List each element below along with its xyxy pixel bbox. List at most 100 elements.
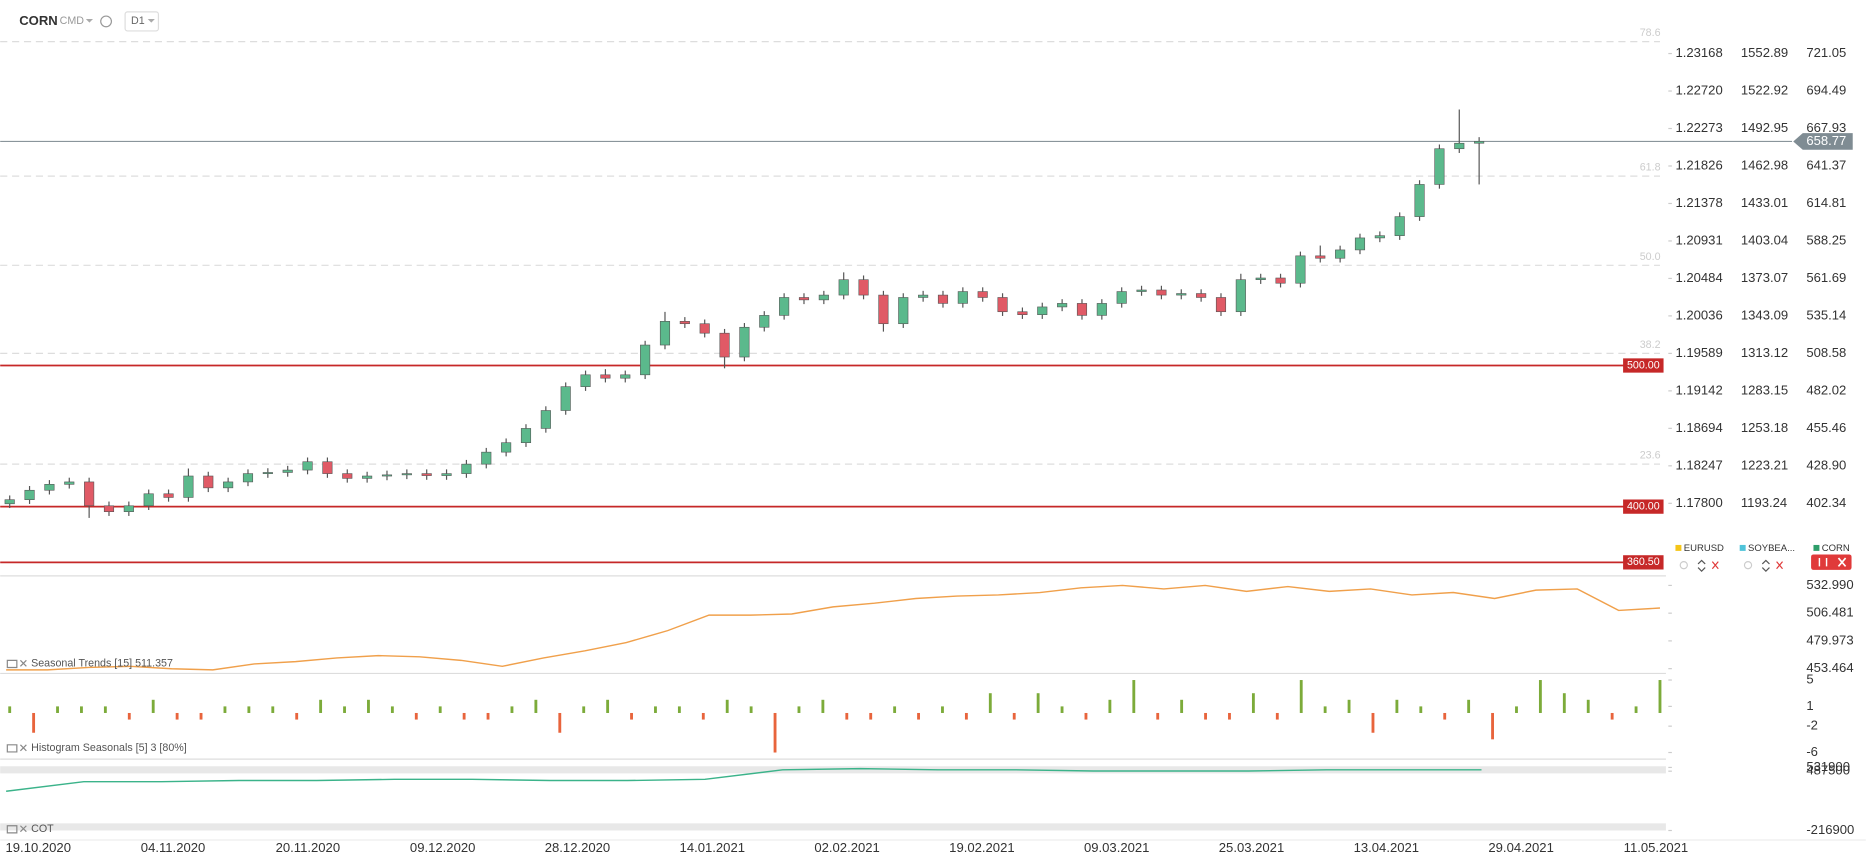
y-tick-label: 532.990 [1806,577,1853,592]
candle-body [1295,255,1306,284]
histogram-bar [725,699,729,713]
candle-body [779,297,790,316]
candle-body [1275,277,1286,284]
timeframe-box[interactable] [124,11,160,32]
order-icon[interactable] [1761,559,1770,572]
candle-body [163,493,174,498]
candle-body [421,473,432,476]
timeframe[interactable]: D1 [131,15,145,27]
histogram-bar [1156,712,1160,720]
candle-body [322,461,333,474]
histogram-bar [486,712,490,720]
legend-label: SOYBEA... [1748,543,1795,554]
histogram-bar [1132,680,1136,713]
histogram-bar [941,706,944,713]
histogram-bar [1395,699,1399,713]
histogram-bar [56,706,59,713]
candle-body [878,294,889,325]
candle-body [1394,216,1405,236]
candle-body [223,481,234,489]
x-tick-label: 19.02.2021 [949,840,1014,855]
histogram-bar [677,706,681,713]
histogram-bar [1180,699,1184,713]
candle-body [262,472,273,474]
candle-body [1017,311,1028,315]
y-tick-label: 5 [1806,671,1813,686]
histogram-bar [893,706,897,713]
histogram-bar [8,706,12,713]
candle-body [759,315,770,328]
histogram-bar [1419,706,1423,713]
candle-body [858,279,869,296]
soybean-tick-label: 1552.89 [1741,45,1788,60]
candle-body [1434,148,1445,185]
histogram-bar [964,712,968,720]
symbol[interactable]: CORN [19,13,58,28]
x-tick-label: 04.11.2020 [141,840,205,855]
soybean-tick-label: 1373.07 [1741,270,1788,285]
candle-body [203,475,214,489]
cot-band [0,766,1666,774]
candle-body [1196,293,1207,298]
level-label: 360.50 [1627,556,1660,568]
market[interactable]: CMD [60,15,85,27]
series-line [6,584,1661,671]
candle-body [342,473,353,479]
candle-body [1374,235,1385,239]
histogram-bar [558,712,562,733]
close-icon[interactable] [1776,561,1783,570]
move-icon[interactable] [1818,558,1828,567]
legend-swatch [1675,544,1682,551]
close-icon[interactable] [1837,557,1847,567]
fib-label: 61.8 [1640,162,1661,174]
histogram-bar [1204,712,1207,720]
y-tick-label: 667.93 [1806,120,1846,135]
dropdown-caret[interactable] [85,19,93,23]
candle-body [1454,142,1465,150]
pane-icon [6,744,27,753]
eurusd-tick-label: 1.18247 [1675,457,1722,472]
candle-body [798,297,810,301]
histogram-bar [701,712,705,720]
histogram-bar [845,712,849,720]
x-tick-label: 20.11.2020 [276,840,340,855]
candle-body [44,484,55,491]
x-tick-label: 11.05.2021 [1624,840,1688,855]
candle-body [898,297,909,325]
candle-body [1057,303,1068,308]
candle-body [719,332,730,358]
eye-icon[interactable] [1743,561,1753,570]
level-label-box [1623,555,1664,570]
candle-body [1215,297,1227,313]
y-tick-label: 506.481 [1806,605,1853,620]
y-tick-label: 455.46 [1806,420,1846,435]
histogram-bar [1538,680,1542,713]
histogram-bar [1251,693,1255,713]
series-control[interactable] [1811,554,1852,570]
fib-label: 23.6 [1640,450,1661,462]
histogram-bar [175,712,179,720]
y-tick-label: 428.90 [1806,457,1846,472]
candle-body [4,499,15,505]
candle-body [381,474,393,477]
candle-body [362,475,373,479]
y-tick-label: -6 [1806,744,1818,759]
close-icon[interactable] [1711,561,1719,570]
eye-icon[interactable] [1679,561,1688,570]
histogram-bar [80,706,83,713]
pane-icon [6,825,27,834]
candle-body [1037,306,1048,315]
y-tick-label: 614.81 [1806,195,1846,210]
candle-body [937,294,949,304]
histogram-bar [654,706,657,713]
info-icon[interactable] [100,15,113,28]
candle-body [1176,293,1187,296]
order-icon[interactable] [1697,559,1706,572]
x-tick-label: 19.10.2020 [6,840,71,855]
histogram-bar [1658,680,1662,713]
eurusd-tick-label: 1.20931 [1675,232,1722,247]
candle-body [143,493,154,507]
candle-body [461,463,472,474]
soybean-tick-label: 1193.24 [1741,495,1787,510]
